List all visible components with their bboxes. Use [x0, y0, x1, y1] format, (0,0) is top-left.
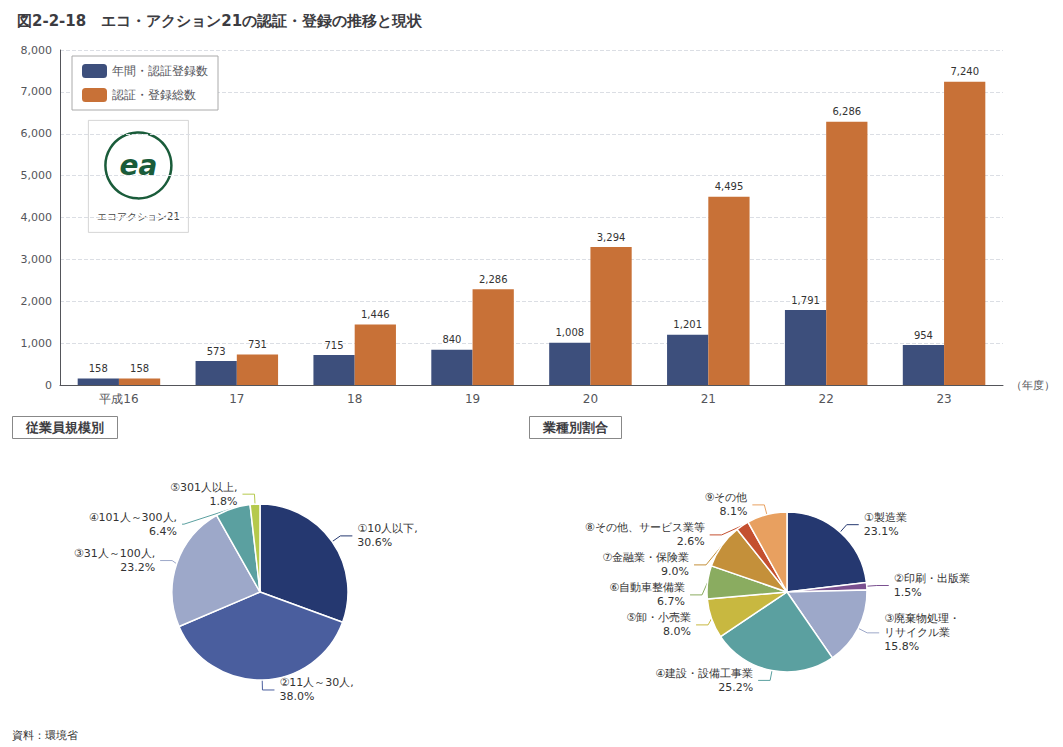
svg-text:20: 20	[583, 392, 598, 406]
svg-text:③31人～100人,: ③31人～100人,	[74, 547, 155, 560]
svg-text:23.2%: 23.2%	[120, 561, 155, 574]
svg-text:業種別割合: 業種別割合	[542, 420, 608, 435]
svg-text:④建設・設備工事業: ④建設・設備工事業	[655, 667, 753, 680]
svg-text:840: 840	[442, 334, 461, 345]
svg-text:0: 0	[45, 379, 52, 392]
svg-text:8,000: 8,000	[21, 44, 53, 57]
svg-text:②11人～30人,: ②11人～30人,	[279, 676, 353, 689]
svg-text:2,000: 2,000	[21, 295, 53, 308]
svg-text:6,286: 6,286	[832, 106, 861, 117]
svg-text:⑧その他、サービス業等: ⑧その他、サービス業等	[585, 521, 705, 534]
svg-text:6,000: 6,000	[21, 127, 53, 140]
svg-text:38.0%: 38.0%	[279, 690, 314, 703]
svg-text:23.1%: 23.1%	[864, 525, 899, 538]
svg-text:5,000: 5,000	[21, 169, 53, 182]
svg-text:18: 18	[347, 392, 362, 406]
svg-text:③廃棄物処理・: ③廃棄物処理・	[884, 612, 960, 625]
svg-text:1,791: 1,791	[791, 295, 820, 306]
svg-text:17: 17	[229, 392, 244, 406]
svg-text:図2-2-18 エコ・アクション21の認証・登録の推移と現状: 図2-2-18 エコ・アクション21の認証・登録の推移と現状	[17, 12, 423, 30]
svg-text:エコアクション21: エコアクション21	[97, 211, 180, 222]
svg-text:158: 158	[89, 363, 108, 374]
svg-text:3,294: 3,294	[597, 232, 626, 243]
svg-text:25.2%: 25.2%	[718, 681, 753, 694]
svg-text:1.5%: 1.5%	[894, 586, 922, 599]
svg-text:②印刷・出版業: ②印刷・出版業	[894, 572, 970, 585]
svg-text:認証・登録総数: 認証・登録総数	[112, 88, 196, 102]
svg-text:731: 731	[248, 339, 267, 350]
svg-text:リサイクル業: リサイクル業	[884, 626, 950, 639]
svg-text:21: 21	[701, 392, 716, 406]
svg-text:資料：環境省: 資料：環境省	[12, 729, 78, 742]
svg-text:1,000: 1,000	[21, 337, 53, 350]
svg-text:⑤卸・小売業: ⑤卸・小売業	[626, 611, 691, 624]
svg-text:ea: ea	[119, 149, 157, 182]
svg-text:19: 19	[465, 392, 480, 406]
svg-text:1,446: 1,446	[361, 309, 390, 320]
svg-text:平成16: 平成16	[99, 392, 138, 406]
svg-text:1,008: 1,008	[555, 327, 584, 338]
svg-text:年間・認証登録数: 年間・認証登録数	[112, 64, 208, 78]
svg-text:（年度）: （年度）	[1011, 379, 1055, 392]
svg-text:6.4%: 6.4%	[149, 525, 177, 538]
svg-text:①製造業: ①製造業	[864, 511, 907, 524]
svg-text:8.1%: 8.1%	[719, 505, 747, 518]
svg-text:2.6%: 2.6%	[677, 535, 705, 548]
svg-text:⑥自動車整備業: ⑥自動車整備業	[609, 581, 685, 594]
svg-text:158: 158	[130, 363, 149, 374]
svg-text:954: 954	[914, 330, 933, 341]
svg-text:⑨その他: ⑨その他	[704, 491, 747, 504]
svg-text:6.7%: 6.7%	[657, 595, 685, 608]
svg-text:④101人～300人,: ④101人～300人,	[89, 511, 177, 524]
svg-text:30.6%: 30.6%	[357, 536, 392, 549]
svg-text:従業員規模別: 従業員規模別	[25, 420, 104, 435]
svg-text:4,000: 4,000	[21, 211, 53, 224]
svg-text:7,000: 7,000	[21, 85, 53, 98]
svg-text:7,240: 7,240	[950, 66, 979, 77]
svg-text:3,000: 3,000	[21, 253, 53, 266]
svg-text:1,201: 1,201	[673, 319, 702, 330]
svg-text:1.8%: 1.8%	[210, 495, 238, 508]
svg-text:22: 22	[819, 392, 834, 406]
svg-text:2,286: 2,286	[479, 274, 508, 285]
svg-text:9.0%: 9.0%	[661, 565, 689, 578]
svg-text:573: 573	[207, 346, 226, 357]
svg-text:8.0%: 8.0%	[663, 625, 691, 638]
svg-text:23: 23	[936, 392, 951, 406]
svg-text:15.8%: 15.8%	[884, 640, 919, 653]
svg-text:⑦金融業・保険業: ⑦金融業・保険業	[602, 551, 689, 564]
svg-text:⑤301人以上,: ⑤301人以上,	[170, 481, 237, 494]
svg-text:715: 715	[325, 340, 344, 351]
svg-text:4,495: 4,495	[715, 181, 744, 192]
svg-text:①10人以下,: ①10人以下,	[357, 522, 417, 535]
